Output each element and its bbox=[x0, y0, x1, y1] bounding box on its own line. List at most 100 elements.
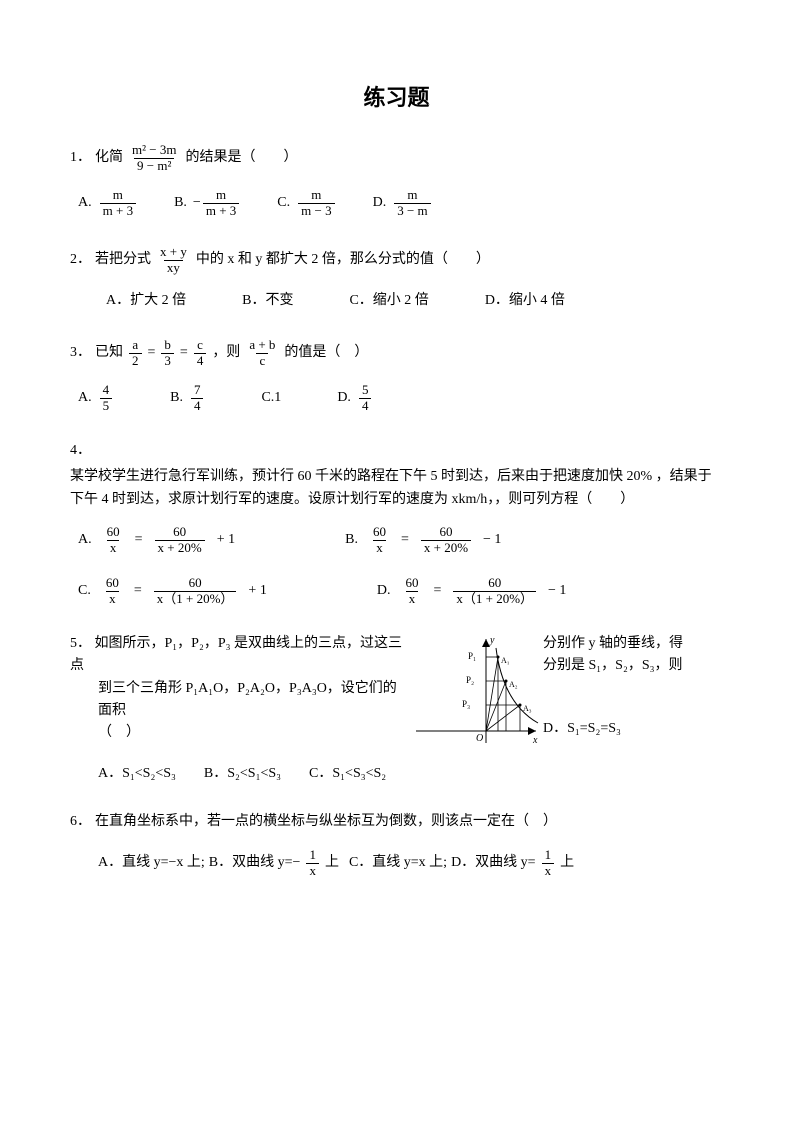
q6-opt-d-pre: D．双曲线 y= bbox=[451, 852, 536, 874]
q4-row1: A. 60x = 60x + 20% + 1 B. 60x = 60x + 20… bbox=[78, 525, 723, 556]
svg-text:x: x bbox=[532, 735, 538, 746]
q2-pre: 若把分式 bbox=[95, 249, 151, 271]
q5-line2-right: 分别是 S₁，S₂，S₃，则 bbox=[543, 655, 723, 677]
svg-text:O: O bbox=[476, 733, 483, 744]
q6-options: A．直线 y=−x 上; B．双曲线 y=− 1 x 上 C．直线 y=x 上;… bbox=[98, 848, 723, 879]
q4-stem: 4． 某学校学生进行急行军训练，预计行 60 千米的路程在下午 5 时到达，后来… bbox=[70, 440, 723, 511]
q2-post: 中的 x 和 y 都扩大 2 倍，那么分式的值（ ） bbox=[196, 249, 490, 271]
q5-opt-d: D．S₁=S₂=S₃ bbox=[543, 718, 723, 740]
q5-opt-b: B．S₂<S₁<S₃ bbox=[204, 763, 281, 785]
q4-opt-c: C. 60x = 60x（1 + 20%） + 1 bbox=[78, 576, 267, 607]
svg-text:P₂: P₂ bbox=[466, 675, 474, 685]
question-1: 1． 化简 m² − 3m 9 − m² 的结果是（ ） A. m m + 3 … bbox=[70, 143, 723, 219]
q4-row2: C. 60x = 60x（1 + 20%） + 1 D. 60x = 60x（1… bbox=[78, 576, 723, 607]
q1-opt-c: C. m m − 3 bbox=[277, 188, 336, 219]
q5-line1-right: 分别作 y 轴的垂线，得 bbox=[543, 633, 723, 655]
q2-fraction: x + y xy bbox=[157, 245, 190, 276]
q6-opt-b-post: 上 bbox=[325, 852, 339, 874]
q3-eq-c: c 4 bbox=[194, 338, 207, 369]
q3-eq2: = bbox=[180, 342, 188, 364]
q3-post: 的值是（ ） bbox=[284, 342, 368, 364]
q1-a-den: m + 3 bbox=[100, 203, 136, 219]
q1-b-label: B. bbox=[174, 192, 187, 214]
q5-number: 5． bbox=[70, 636, 91, 651]
q1-b-den: m + 3 bbox=[203, 203, 239, 219]
hyperbola-graph-icon: y x O P₁ P₂ P₃ A₁ A₂ A₃ bbox=[408, 633, 543, 753]
q1-b-neg: − bbox=[193, 192, 201, 214]
q1-d-frac: m 3 − m bbox=[394, 188, 430, 219]
q4-number: 4． bbox=[70, 440, 91, 462]
q3-fraction: a + b c bbox=[246, 338, 278, 369]
page-title: 练习题 bbox=[70, 80, 723, 115]
question-3: 3． 已知 a 2 = b 3 = c 4 ，则 a + b c 的值是（ ） … bbox=[70, 338, 723, 414]
q2-opt-b: B．不变 bbox=[242, 290, 293, 312]
q1-number: 1． bbox=[70, 147, 91, 169]
q3-opt-d: D. 5 4 bbox=[337, 383, 373, 414]
q5-opt-c: C．S₁<S₃<S₂ bbox=[309, 763, 386, 785]
q1-opt-b: B. − m m + 3 bbox=[174, 188, 241, 219]
q1-frac-den: 9 − m² bbox=[134, 158, 174, 174]
q1-post: 的结果是（ ） bbox=[185, 147, 297, 169]
q6-number: 6． bbox=[70, 811, 91, 833]
q5-line2-left: 到三个三角形 P₁A₁O，P₂A₂O，P₃A₃O，设它们的面积 bbox=[70, 678, 408, 723]
svg-text:A₂: A₂ bbox=[509, 680, 518, 689]
q5-options-left: A．S₁<S₂<S₃ B．S₂<S₁<S₃ C．S₁<S₃<S₂ bbox=[98, 763, 408, 785]
q1-c-den: m − 3 bbox=[298, 203, 334, 219]
q6-text: 在直角坐标系中，若一点的横坐标与纵坐标互为倒数，则该点一定在（ ） bbox=[95, 811, 557, 833]
q5-line1-left: 如图所示，P₁，P₂，P₃ 是双曲线上的三点，过这三点 bbox=[70, 636, 402, 673]
q6-opt-d-post: 上 bbox=[560, 852, 574, 874]
q4-opt-a: A. 60x = 60x + 20% + 1 bbox=[78, 525, 235, 556]
q2-opt-a: A．扩大 2 倍 bbox=[106, 290, 186, 312]
question-2: 2． 若把分式 x + y xy 中的 x 和 y 都扩大 2 倍，那么分式的值… bbox=[70, 245, 723, 312]
q3-eq-a: a 2 bbox=[129, 338, 142, 369]
q5-line3-left: （ ） bbox=[70, 722, 408, 744]
q6-opt-b-pre: B．双曲线 y=− bbox=[209, 852, 301, 874]
q6-opt-c: C．直线 y=x 上; bbox=[349, 852, 447, 874]
q3-pre: 已知 bbox=[95, 342, 123, 364]
q1-d-den: 3 − m bbox=[394, 203, 430, 219]
svg-text:P₃: P₃ bbox=[462, 699, 470, 709]
q1-opt-d: D. m 3 − m bbox=[373, 188, 433, 219]
q2-options: A．扩大 2 倍 B．不变 C．缩小 2 倍 D．缩小 4 倍 bbox=[106, 290, 723, 312]
q6-opt-a: A．直线 y=−x 上; bbox=[98, 852, 205, 874]
q5-left-col: 5． 如图所示，P₁，P₂，P₃ 是双曲线上的三点，过这三点 到三个三角形 P₁… bbox=[70, 633, 408, 785]
q1-a-frac: m m + 3 bbox=[100, 188, 136, 219]
q2-frac-num: x + y bbox=[157, 245, 190, 260]
svg-text:A₁: A₁ bbox=[501, 656, 510, 665]
svg-text:A₃: A₃ bbox=[523, 704, 532, 713]
q1-a-label: A. bbox=[78, 192, 92, 214]
q1-stem: 1． 化简 m² − 3m 9 − m² 的结果是（ ） bbox=[70, 143, 723, 174]
q3-mid: ，则 bbox=[212, 342, 240, 364]
q1-fraction: m² − 3m 9 − m² bbox=[129, 143, 179, 174]
q5-opt-a: A．S₁<S₂<S₃ bbox=[98, 763, 176, 785]
q5-right-col: 分别作 y 轴的垂线，得 分别是 S₁，S₂，S₃，则 D．S₁=S₂=S₃ bbox=[543, 633, 723, 740]
q2-stem: 2． 若把分式 x + y xy 中的 x 和 y 都扩大 2 倍，那么分式的值… bbox=[70, 245, 723, 276]
q3-opt-b: B. 7 4 bbox=[170, 383, 205, 414]
svg-text:P₁: P₁ bbox=[468, 651, 476, 661]
q1-c-label: C. bbox=[277, 192, 290, 214]
q1-a-num: m bbox=[110, 188, 126, 203]
q6-stem: 6． 在直角坐标系中，若一点的横坐标与纵坐标互为倒数，则该点一定在（ ） bbox=[70, 811, 723, 833]
svg-text:y: y bbox=[489, 635, 495, 646]
q1-d-num: m bbox=[404, 188, 420, 203]
q2-frac-den: xy bbox=[164, 260, 183, 276]
q2-opt-c: C．缩小 2 倍 bbox=[349, 290, 428, 312]
q1-c-num: m bbox=[308, 188, 324, 203]
question-5: 5． 如图所示，P₁，P₂，P₃ 是双曲线上的三点，过这三点 到三个三角形 P₁… bbox=[70, 633, 723, 785]
q3-number: 3． bbox=[70, 342, 91, 364]
q1-c-frac: m m − 3 bbox=[298, 188, 334, 219]
question-6: 6． 在直角坐标系中，若一点的横坐标与纵坐标互为倒数，则该点一定在（ ） A．直… bbox=[70, 811, 723, 878]
q3-stem: 3． 已知 a 2 = b 3 = c 4 ，则 a + b c 的值是（ ） bbox=[70, 338, 723, 369]
q1-d-label: D. bbox=[373, 192, 387, 214]
q3-opt-c: C.1 bbox=[261, 387, 281, 409]
q6-d-frac: 1 x bbox=[542, 848, 555, 879]
q1-opt-a: A. m m + 3 bbox=[78, 188, 138, 219]
q1-b-num: m bbox=[213, 188, 229, 203]
q1-b-frac: − m m + 3 bbox=[193, 188, 241, 219]
q4-opt-d: D. 60x = 60x（1 + 20%） − 1 bbox=[377, 576, 567, 607]
q4-text: 某学校学生进行急行军训练，预计行 60 千米的路程在下午 5 时到达，后来由于把… bbox=[70, 466, 723, 511]
q2-opt-d: D．缩小 4 倍 bbox=[485, 290, 565, 312]
q1-frac-num: m² − 3m bbox=[129, 143, 179, 158]
q1-pre: 化简 bbox=[95, 147, 123, 169]
q3-options: A. 4 5 B. 7 4 C.1 D. 5 4 bbox=[78, 383, 723, 414]
